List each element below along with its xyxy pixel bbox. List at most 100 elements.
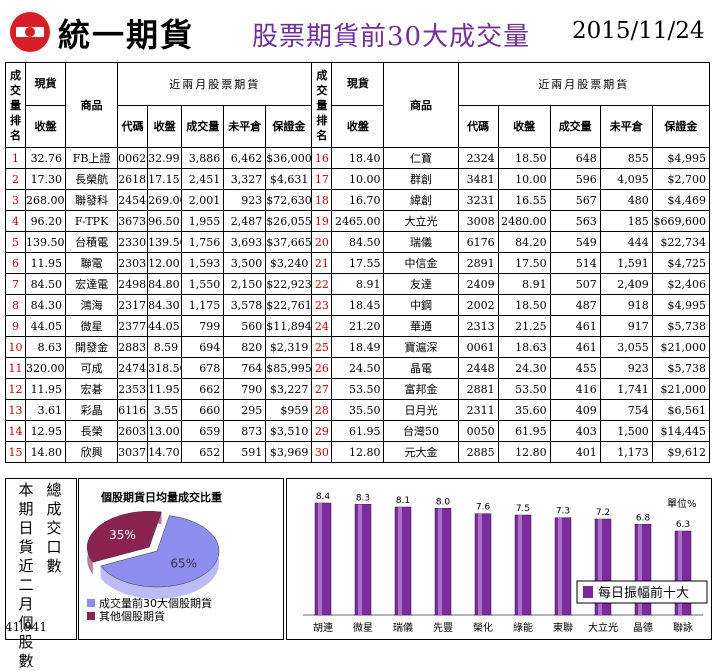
- rank-cell: 4: [4, 210, 27, 232]
- cell-name: 中鋼: [383, 294, 459, 316]
- cell-code: 6116: [117, 399, 149, 421]
- cell-oi: 591: [223, 441, 267, 463]
- cell-name: 中信金: [383, 252, 459, 274]
- bar-category-label: 瑞儀: [393, 621, 413, 634]
- cell-vol: 507: [549, 273, 601, 295]
- cell-vol: 694: [181, 336, 225, 358]
- rank-cell: 25: [311, 336, 333, 358]
- bar-mark: [514, 514, 532, 616]
- bar-value-label: 6.8: [636, 513, 651, 523]
- cell-oi: 3,578: [223, 294, 267, 316]
- cell-spot: 10.00: [331, 168, 385, 190]
- cell-spot: 139.50: [25, 231, 67, 253]
- bar-value-label: 8.0: [436, 497, 451, 507]
- cell-vol: 403: [549, 420, 601, 442]
- pie-legend-swatch: [87, 599, 95, 607]
- cell-oi: 295: [223, 399, 267, 421]
- cell-spot: 53.50: [331, 378, 385, 400]
- cell-vol: 563: [549, 210, 601, 232]
- cell-code: 2603: [117, 420, 149, 442]
- cell-code: 3008: [457, 210, 499, 232]
- cell-margin: $4,469: [651, 189, 711, 211]
- rank-cell: 19: [311, 210, 333, 232]
- cell-name: 長榮航: [65, 168, 119, 190]
- table-row: 13 3.61 彩晶 6116 3.55 660 295 $959 28 35.50 日月光 2311…: [4, 399, 711, 421]
- col-code-right: 代碼: [467, 119, 490, 133]
- cell-oi: 444: [599, 231, 653, 253]
- cell-vol: 659: [181, 420, 225, 442]
- cell-close: 18.50: [497, 294, 551, 316]
- cell-oi: 185: [599, 210, 653, 232]
- cell-spot: 17.55: [331, 252, 385, 274]
- cell-margin: $36,000: [265, 147, 313, 169]
- cell-spot: 2465.00: [331, 210, 385, 232]
- rank-cell: 10: [4, 336, 27, 358]
- cell-name: 寶滬深: [383, 336, 459, 358]
- cell-vol: 455: [549, 357, 601, 379]
- rank-cell: 12: [4, 378, 27, 400]
- total-volume-label-box: 本期日貨近二月個股數 總成交口數: [5, 478, 77, 670]
- cell-spot: 96.20: [25, 210, 67, 232]
- cell-name: 聯電: [65, 252, 119, 274]
- table-row: 132.76FB上證00620532.993,8866,462$36,00016…: [4, 147, 711, 169]
- cell-oi: 764: [223, 357, 267, 379]
- cell-close: 18.50: [497, 147, 551, 169]
- cell-margin: $21,000: [651, 378, 711, 400]
- cell-code: 2303: [117, 252, 149, 274]
- cell-close: 84.30: [147, 294, 183, 316]
- total-volume-label-col2: 總成交口數: [46, 481, 62, 575]
- page-title: 股票期貨前30大成交量: [252, 22, 531, 52]
- table-row: 14 12.95 長榮 2603 13.00 659 873 $3,510 29 61.95 台灣5…: [4, 420, 711, 442]
- bar-value-label: 7.6: [476, 503, 491, 513]
- cell-close: 96.50: [147, 210, 183, 232]
- cell-vol: 2,001: [181, 189, 225, 211]
- cell-name: 微星: [65, 315, 119, 337]
- bar-mark: [434, 508, 452, 616]
- cell-name: 富邦金: [383, 378, 459, 400]
- cell-oi: 873: [223, 420, 267, 442]
- cell-close: 10.00: [497, 168, 551, 190]
- pie-slice-label: 65%: [170, 556, 197, 570]
- cell-name: 華通: [383, 315, 459, 337]
- cell-oi: 3,327: [223, 168, 267, 190]
- brand-name: 統一期貨: [58, 16, 195, 54]
- cell-vol: 1,175: [181, 294, 225, 316]
- cell-name: 日月光: [383, 399, 459, 421]
- cell-oi: 1,741: [599, 378, 653, 400]
- bar-legend-label: 每日振幅前十大: [598, 585, 689, 601]
- cell-name: 彩晶: [65, 399, 119, 421]
- bar-category-label: 東聯: [553, 621, 573, 634]
- table-row: 5139.50台積電2330139.501,7563,693$37,665208…: [4, 231, 711, 253]
- table-row: 11320.00可成2474318.50678764$85,9952624.50…: [4, 357, 711, 379]
- cell-spot: 18.40: [331, 147, 385, 169]
- total-volume-label-col1: 本期日貨近二月個股數: [18, 481, 34, 670]
- bar-category-label: 微星: [353, 621, 373, 634]
- cell-margin: $2,700: [651, 168, 711, 190]
- table-row: 6 11.95 聯電 2303 12.00 1,593 3,500 $3,240 21 17.55…: [4, 252, 711, 274]
- rank-cell: 29: [311, 420, 333, 442]
- rank-cell: 26: [311, 357, 333, 379]
- brand-logo-icon: [10, 12, 50, 52]
- cell-close: 84.20: [497, 231, 551, 253]
- cell-close: 2480.00: [497, 210, 551, 232]
- cell-spot: 12.80: [331, 441, 385, 463]
- cell-vol: 3,886: [181, 147, 225, 169]
- table-row: 3268.00聯發科2454269.002,001923$72,6301816.…: [4, 189, 711, 211]
- cell-close: 14.70: [147, 441, 183, 463]
- cell-spot: 11.95: [25, 252, 67, 274]
- bar-highlight: [518, 515, 522, 615]
- cell-spot: 11.95: [25, 378, 67, 400]
- bar-category-label: 先豐: [433, 621, 453, 634]
- cell-spot: 24.50: [331, 357, 385, 379]
- cell-margin: $3,240: [265, 252, 313, 274]
- cell-name: 宏達電: [65, 273, 119, 295]
- cell-margin: $2,406: [651, 273, 711, 295]
- cell-close: 3.55: [147, 399, 183, 421]
- cell-close: 8.91: [497, 273, 551, 295]
- cell-spot: 8.91: [331, 273, 385, 295]
- cell-margin: $22,734: [651, 231, 711, 253]
- cell-oi: 855: [599, 147, 653, 169]
- rank-cell: 28: [311, 399, 333, 421]
- cell-oi: 1,500: [599, 420, 653, 442]
- table-row: 7 84.50 宏達電 2498 84.80 1,550 2,150 $22,923 22 8.9…: [4, 273, 711, 295]
